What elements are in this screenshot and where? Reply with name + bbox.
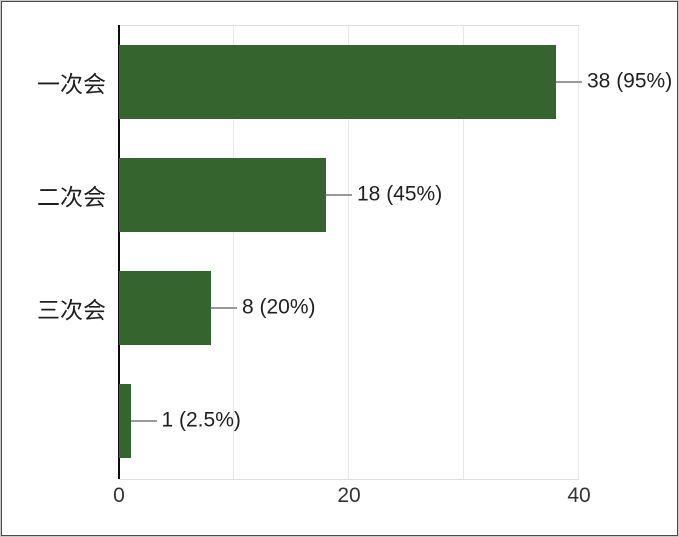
leader-line	[326, 193, 352, 196]
x-tick-label: 0	[113, 484, 125, 507]
bar-value-label: 8 (20%)	[242, 295, 316, 319]
gridline	[348, 26, 349, 479]
leader-line	[556, 80, 582, 83]
bar	[119, 44, 556, 119]
bar-value-label: 38 (95%)	[587, 69, 673, 93]
bar	[119, 157, 326, 232]
bar	[119, 271, 211, 346]
bar	[119, 384, 131, 459]
leader-line	[211, 307, 237, 310]
leader-line	[130, 420, 157, 423]
x-tick-label: 40	[567, 484, 591, 507]
bar-value-label: 1 (2.5%)	[161, 408, 241, 432]
category-label	[2, 365, 106, 478]
gridline	[233, 26, 234, 479]
gridline	[463, 26, 464, 479]
gridline	[578, 26, 579, 479]
category-label: 二次会	[37, 183, 106, 210]
category-label: 三次会	[37, 297, 106, 324]
x-tick-label: 20	[337, 484, 361, 507]
category-label: 一次会	[37, 70, 106, 97]
y-axis-line	[118, 25, 120, 479]
bar-value-label: 18 (45%)	[357, 182, 443, 206]
